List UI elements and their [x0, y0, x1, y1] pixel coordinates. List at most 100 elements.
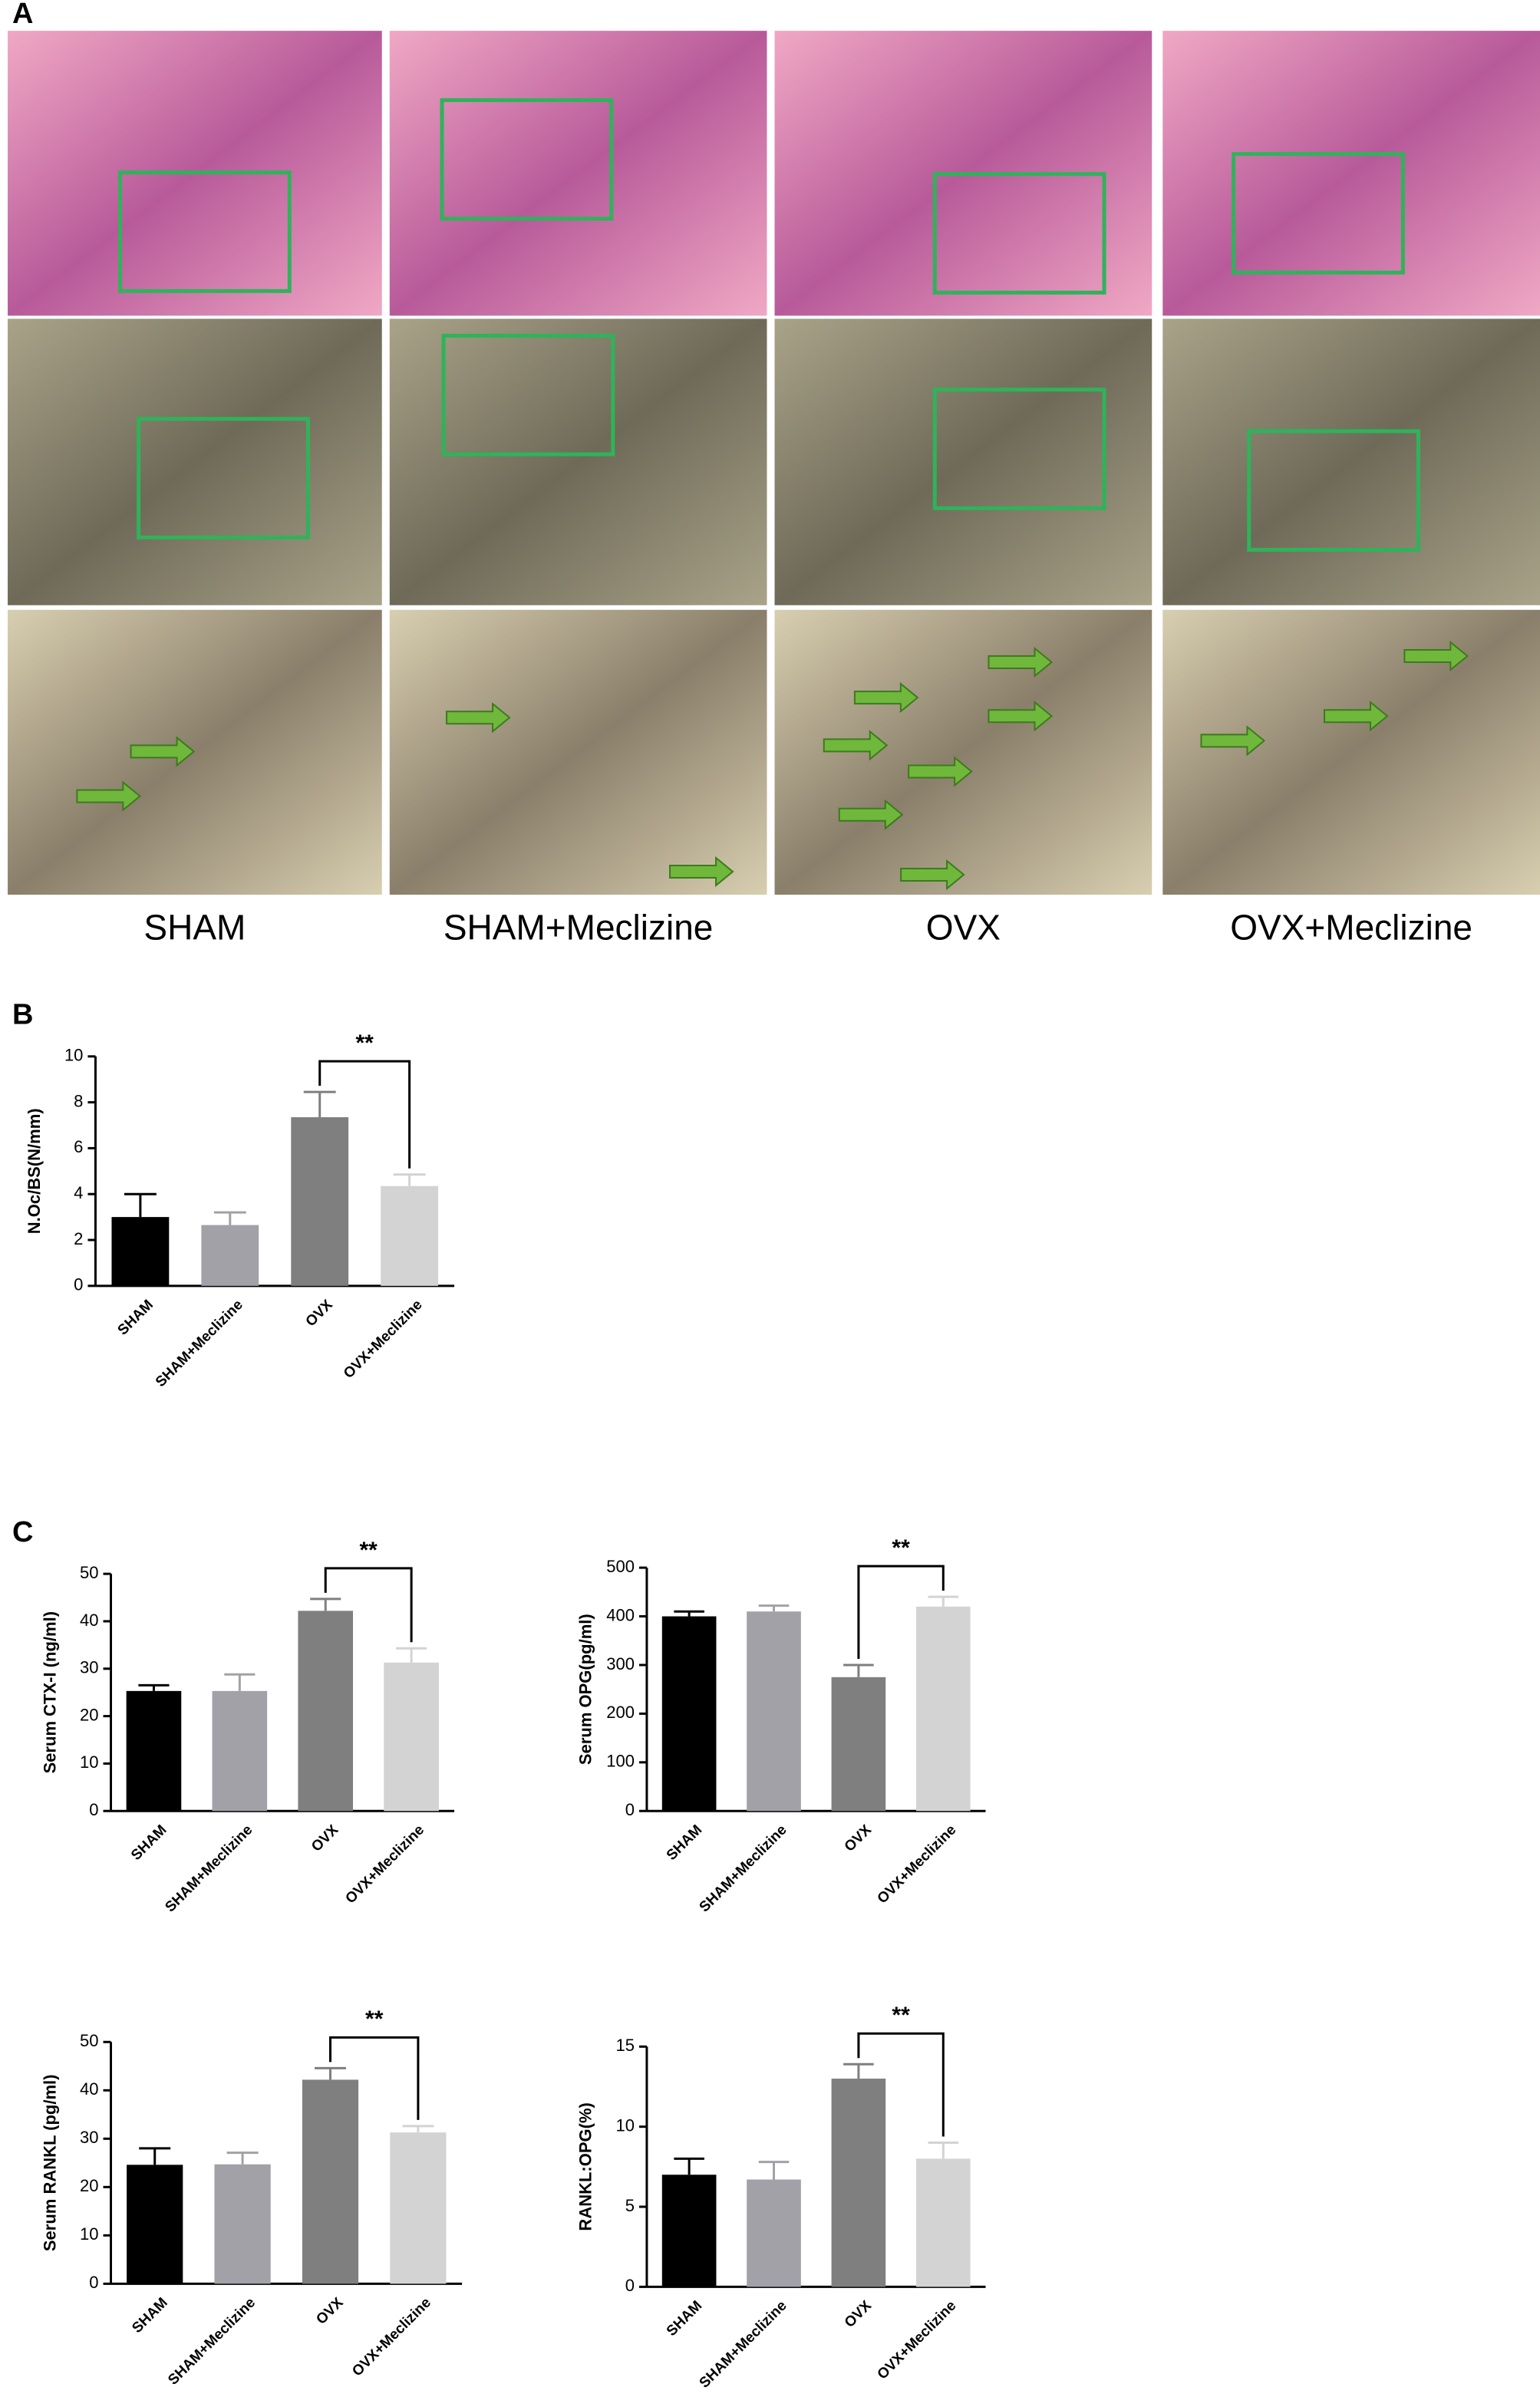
column-label: OVX	[926, 907, 1001, 947]
bar	[298, 1611, 354, 1812]
column-label: SHAM	[143, 907, 246, 947]
y-axis-label: Serum RANKL (pg/ml)	[40, 2075, 59, 2252]
y-tick-label: 0	[74, 1275, 83, 1294]
x-tick-label: OVX	[303, 1297, 336, 1330]
y-tick-label: 30	[80, 1658, 98, 1677]
y-axis-label: Serum CTX-I (ng/ml)	[40, 1611, 59, 1773]
x-tick-label: OVX	[842, 1822, 875, 1855]
zoom-box	[1247, 429, 1420, 552]
x-tick-label: OVX+Meclizine	[342, 1822, 427, 1907]
x-tick-label: OVX+Meclizine	[341, 1297, 426, 1382]
y-axis-label: RANKL:OPG(%)	[576, 2102, 595, 2231]
y-tick-label: 400	[606, 1605, 635, 1624]
significance-bracket	[857, 2032, 945, 2137]
bar	[390, 2132, 447, 2284]
bar	[111, 1217, 170, 1286]
panel-label: A	[12, 0, 33, 30]
x-tick-label: SHAM	[664, 2298, 705, 2339]
micrograph	[774, 609, 1153, 895]
y-tick-label: 0	[89, 1800, 98, 1819]
micrograph	[389, 318, 767, 605]
bar	[201, 1225, 259, 1286]
x-tick-label: OVX	[313, 2294, 346, 2327]
zoom-box	[932, 387, 1106, 510]
y-tick-label: 40	[80, 2079, 98, 2099]
panel-label: C	[12, 1516, 33, 1548]
micrograph	[1162, 31, 1540, 316]
micrograph	[1162, 609, 1540, 895]
x-tick-label: SHAM	[129, 2295, 170, 2336]
bar	[212, 1690, 268, 1812]
y-axis-label: N.Oc/BS(N/mm)	[25, 1108, 44, 1234]
x-tick-label: OVX+Meclizine	[875, 2298, 960, 2383]
zoom-box	[137, 417, 310, 539]
x-tick-label: SHAM	[128, 1822, 170, 1863]
y-tick-label: 200	[606, 1703, 635, 1722]
arrow	[988, 646, 1054, 678]
micrograph	[389, 31, 767, 316]
x-tick-label: SHAM+Meclizine	[165, 2295, 259, 2389]
bar	[661, 2175, 717, 2287]
x-tick-label: OVX+Meclizine	[875, 1822, 960, 1907]
arrow	[446, 702, 511, 734]
y-tick-label: 50	[80, 1563, 98, 1582]
bar	[915, 2158, 971, 2287]
x-tick-label: SHAM+Meclizine	[697, 2298, 790, 2392]
y-tick-label: 300	[606, 1654, 635, 1673]
micrograph	[389, 609, 767, 895]
x-tick-label: OVX+Meclizine	[349, 2295, 434, 2380]
y-tick-label: 0	[625, 1800, 635, 1819]
bar	[747, 1611, 801, 1812]
significance-bracket	[324, 1567, 413, 1643]
y-tick-label: 20	[80, 1705, 98, 1724]
zoom-box	[118, 170, 292, 293]
x-tick-label: OVX	[308, 1822, 341, 1855]
y-tick-label: 30	[80, 2128, 98, 2147]
y-tick-label: 10	[80, 2224, 98, 2244]
micrograph	[8, 318, 382, 605]
panel-label: B	[12, 999, 33, 1031]
y-tick-label: 100	[606, 1752, 635, 1771]
x-tick-label: SHAM+Meclizine	[153, 1297, 246, 1390]
y-tick-label: 40	[80, 1611, 98, 1630]
column-label: OVX+Meclizine	[1230, 907, 1472, 947]
bar	[661, 1616, 717, 1812]
arrow	[988, 701, 1054, 732]
significance-label: **	[355, 1030, 374, 1056]
y-tick-label: 2	[74, 1229, 83, 1248]
y-tick-label: 10	[80, 1752, 98, 1772]
bar	[747, 2179, 801, 2287]
y-tick-label: 15	[615, 2036, 634, 2055]
y-tick-label: 5	[625, 2196, 635, 2215]
significance-label: **	[365, 2006, 384, 2032]
y-tick-label: 10	[64, 1046, 83, 1065]
x-tick-label: OVX	[842, 2297, 875, 2330]
arrow	[900, 859, 965, 891]
arrow	[1324, 701, 1389, 732]
arrow	[130, 736, 196, 767]
arrow	[669, 856, 734, 888]
bar	[214, 2164, 271, 2284]
arrow	[908, 756, 973, 787]
arrow	[853, 682, 919, 714]
micrograph	[1162, 318, 1540, 605]
y-tick-label: 20	[80, 2176, 98, 2195]
y-axis-label: Serum OPG(pg/ml)	[576, 1614, 595, 1765]
arrow	[838, 799, 904, 830]
arrow	[1200, 725, 1266, 757]
x-tick-label: SHAM+Meclizine	[162, 1822, 256, 1915]
y-tick-label: 500	[606, 1557, 635, 1576]
arrow	[823, 730, 889, 761]
significance-label: **	[359, 1538, 378, 1563]
significance-label: **	[892, 2003, 910, 2028]
zoom-box	[932, 172, 1106, 295]
zoom-box	[441, 334, 615, 457]
bar	[384, 1662, 439, 1812]
bar	[291, 1117, 349, 1286]
zoom-box	[440, 97, 614, 221]
micrograph	[774, 318, 1153, 605]
x-tick-label: SHAM	[115, 1297, 157, 1338]
y-tick-label: 50	[80, 2031, 98, 2050]
bar	[831, 1677, 886, 1812]
